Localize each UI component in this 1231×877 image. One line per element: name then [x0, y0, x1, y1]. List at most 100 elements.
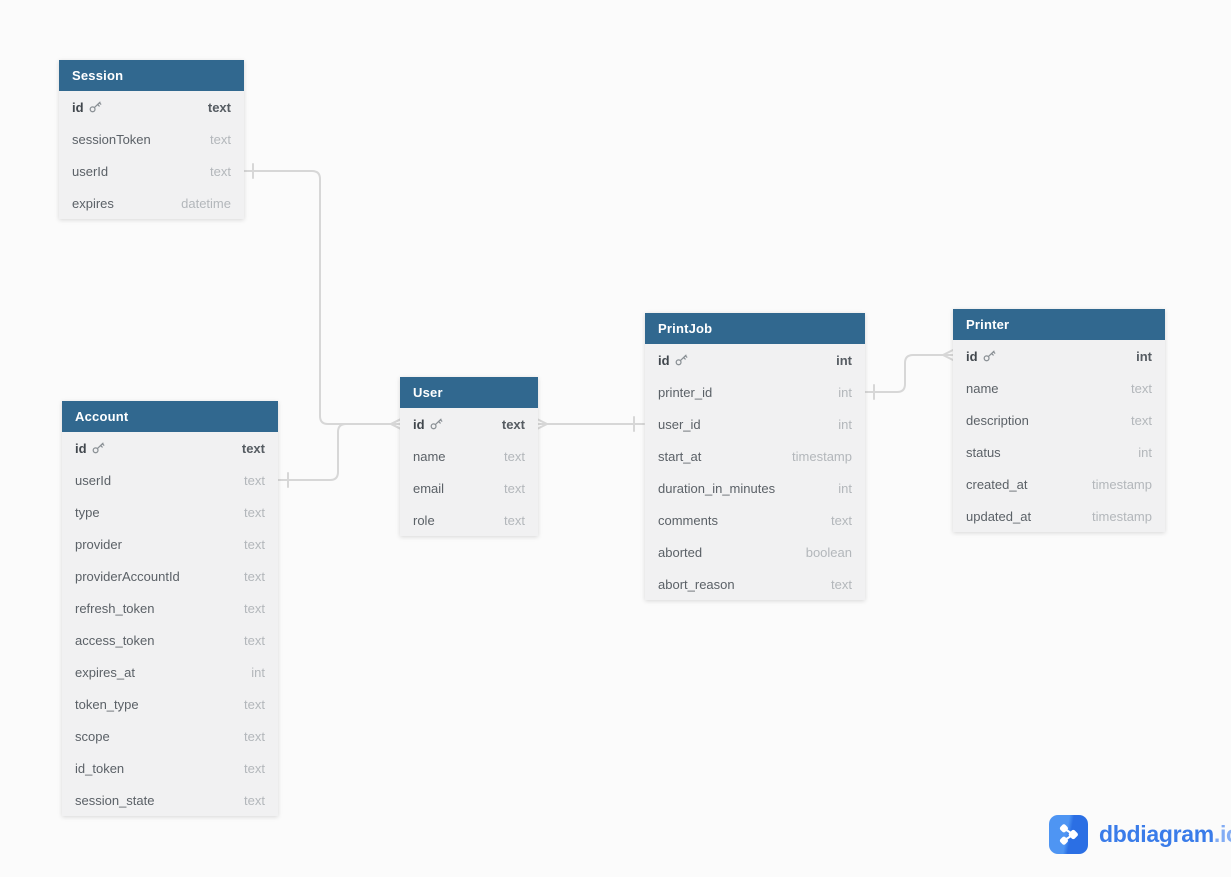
field-name: session_state: [75, 793, 155, 808]
field-row-account-id_token[interactable]: id_token text: [62, 752, 278, 784]
field-row-printjob-id[interactable]: id int: [645, 344, 865, 376]
field-name-label: created_at: [966, 476, 1028, 492]
field-name: email: [413, 481, 444, 496]
field-row-account-session_state[interactable]: session_state text: [62, 784, 278, 816]
field-name-label: session_state: [75, 792, 155, 808]
field-row-session-userId[interactable]: userId text: [59, 155, 244, 187]
field-row-session-expires[interactable]: expires datetime: [59, 187, 244, 219]
field-row-printjob-aborted[interactable]: aborted boolean: [645, 536, 865, 568]
field-type-label: boolean: [805, 544, 852, 560]
field-name-label: provider: [75, 536, 122, 552]
field-name: duration_in_minutes: [658, 481, 775, 496]
field-type-label: timestamp: [1092, 476, 1152, 492]
field-row-account-access_token[interactable]: access_token text: [62, 624, 278, 656]
field-type-label: text: [244, 792, 265, 808]
field-name-label: aborted: [658, 544, 703, 560]
field-row-account-scope[interactable]: scope text: [62, 720, 278, 752]
table-header-printer[interactable]: Printer: [953, 309, 1165, 340]
field-name: id_token: [75, 761, 124, 776]
field-row-account-expires_at[interactable]: expires_at int: [62, 656, 278, 688]
brand-name: dbdiagram: [1099, 821, 1214, 847]
table-printer[interactable]: Printer id int name text description text statu…: [953, 309, 1165, 532]
field-row-account-refresh_token[interactable]: refresh_token text: [62, 592, 278, 624]
field-name-label: email: [413, 480, 445, 496]
field-row-printer-created_at[interactable]: created_at timestamp: [953, 468, 1165, 500]
field-row-user-id[interactable]: id text: [400, 408, 538, 440]
relationship-session-userid-line: [243, 170, 392, 425]
relationship-account-userid-line: [277, 423, 392, 481]
field-name-label: comments: [658, 512, 718, 528]
field-row-printjob-start_at[interactable]: start_at timestamp: [645, 440, 865, 472]
field-name-label: printer_id: [658, 384, 713, 400]
field-type-label: text: [504, 448, 525, 464]
field-name: user_id: [658, 417, 701, 432]
field-name-label: name: [413, 448, 446, 464]
field-row-account-userId[interactable]: userId text: [62, 464, 278, 496]
field-row-user-name[interactable]: name text: [400, 440, 538, 472]
primary-key-icon: [92, 442, 104, 454]
field-type-label: text: [501, 416, 525, 432]
primary-key-icon: [675, 354, 687, 366]
field-name-label: status: [966, 444, 1001, 460]
field-row-printjob-comments[interactable]: comments text: [645, 504, 865, 536]
field-name: status: [966, 445, 1001, 460]
field-row-user-role[interactable]: role text: [400, 504, 538, 536]
field-type-label: int: [1138, 444, 1152, 460]
field-name: aborted: [658, 545, 702, 560]
field-name: role: [413, 513, 435, 528]
field-row-printjob-duration_in_minutes[interactable]: duration_in_minutes int: [645, 472, 865, 504]
table-header-account[interactable]: Account: [62, 401, 278, 432]
field-name-label: userId: [72, 163, 109, 179]
table-user[interactable]: User id text name text email text role text: [400, 377, 538, 536]
field-name-label: expires_at: [75, 664, 135, 680]
table-header-user[interactable]: User: [400, 377, 538, 408]
field-row-printjob-abort_reason[interactable]: abort_reason text: [645, 568, 865, 600]
field-row-session-sessionToken[interactable]: sessionToken text: [59, 123, 244, 155]
field-row-account-token_type[interactable]: token_type text: [62, 688, 278, 720]
field-name: created_at: [966, 477, 1027, 492]
field-name: name: [413, 449, 446, 464]
field-name: id: [966, 349, 996, 364]
field-name: printer_id: [658, 385, 712, 400]
table-account[interactable]: Account id text userId text type text provider t…: [62, 401, 278, 816]
field-row-account-type[interactable]: type text: [62, 496, 278, 528]
field-name-label: userId: [75, 472, 112, 488]
field-name: id: [413, 417, 443, 432]
field-type-label: text: [504, 512, 525, 528]
field-type-label: int: [1136, 348, 1152, 364]
field-type-label: text: [504, 480, 525, 496]
field-row-printer-updated_at[interactable]: updated_at timestamp: [953, 500, 1165, 532]
dbdiagram-logo-link[interactable]: dbdiagram.io: [1049, 815, 1231, 854]
table-printjob[interactable]: PrintJob id int printer_id int user_id int star…: [645, 313, 865, 600]
field-type-label: int: [836, 352, 852, 368]
field-type-label: text: [244, 760, 265, 776]
field-name-label: name: [966, 380, 999, 396]
table-header-session[interactable]: Session: [59, 60, 244, 91]
field-name-label: updated_at: [966, 508, 1032, 524]
table-session[interactable]: Session id text sessionToken text userId text e…: [59, 60, 244, 219]
field-name: userId: [72, 164, 108, 179]
dbdiagram-wordmark: dbdiagram.io: [1099, 821, 1231, 848]
field-row-user-email[interactable]: email text: [400, 472, 538, 504]
relationship-printjob-user_id-crowfoot: [536, 418, 548, 430]
field-type-label: text: [831, 512, 852, 528]
field-name: access_token: [75, 633, 155, 648]
field-row-printjob-printer_id[interactable]: printer_id int: [645, 376, 865, 408]
field-row-printer-status[interactable]: status int: [953, 436, 1165, 468]
field-row-account-id[interactable]: id text: [62, 432, 278, 464]
table-header-printjob[interactable]: PrintJob: [645, 313, 865, 344]
field-name-label: id: [72, 99, 84, 115]
field-row-printer-description[interactable]: description text: [953, 404, 1165, 436]
field-row-printer-id[interactable]: id int: [953, 340, 1165, 372]
field-row-account-provider[interactable]: provider text: [62, 528, 278, 560]
field-name-label: expires: [72, 195, 114, 211]
field-row-account-providerAccountId[interactable]: providerAccountId text: [62, 560, 278, 592]
field-name: token_type: [75, 697, 139, 712]
relationship-printjob-printer_id-crowfoot: [942, 349, 954, 361]
field-name-label: token_type: [75, 696, 139, 712]
field-name: refresh_token: [75, 601, 155, 616]
field-row-printjob-user_id[interactable]: user_id int: [645, 408, 865, 440]
field-row-printer-name[interactable]: name text: [953, 372, 1165, 404]
field-row-session-id[interactable]: id text: [59, 91, 244, 123]
